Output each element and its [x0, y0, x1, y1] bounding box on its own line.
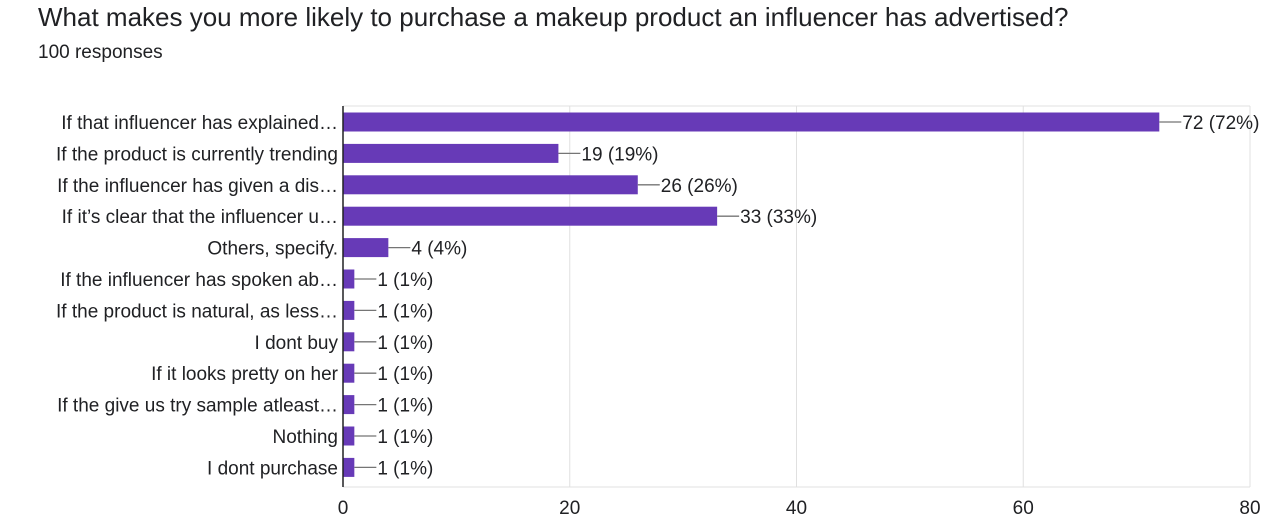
- data-label: 72 (72%): [1182, 113, 1259, 134]
- x-tick-label: 0: [338, 498, 349, 518]
- bar: [343, 300, 355, 320]
- data-label: 26 (26%): [661, 176, 738, 197]
- x-tick-label: 60: [1013, 498, 1034, 518]
- x-tick-label: 20: [559, 498, 580, 518]
- category-label: If it looks pretty on her: [151, 364, 339, 385]
- data-label: 1 (1%): [377, 364, 433, 385]
- bar: [343, 143, 559, 163]
- category-label: If the product is currently trending: [56, 144, 338, 165]
- bar: [343, 395, 355, 415]
- data-label: 1 (1%): [377, 333, 433, 354]
- bar: [343, 175, 638, 195]
- data-label: 19 (19%): [581, 144, 658, 165]
- x-tick-label: 80: [1239, 498, 1260, 518]
- category-label: I dont purchase: [207, 458, 338, 479]
- data-label: 1 (1%): [377, 301, 433, 322]
- response-count: 100 responses: [38, 42, 163, 63]
- category-label: Nothing: [273, 427, 339, 448]
- data-label: 1 (1%): [377, 458, 433, 479]
- category-label: Others, specify.: [207, 239, 338, 260]
- category-label: If the influencer has spoken ab…: [60, 270, 338, 291]
- bar: [343, 206, 718, 226]
- category-label: If the influencer has given a dis…: [57, 176, 338, 197]
- data-label: 1 (1%): [377, 396, 433, 417]
- bar: [343, 363, 355, 383]
- category-label: If that influencer has explained…: [61, 113, 338, 134]
- bar: [343, 457, 355, 477]
- bar: [343, 426, 355, 446]
- category-label: If the product is natural, as less…: [56, 301, 338, 322]
- data-label: 1 (1%): [377, 427, 433, 448]
- question-title: What makes you more likely to purchase a…: [38, 2, 1069, 32]
- x-tick-label: 40: [786, 498, 807, 518]
- bar: [343, 269, 355, 289]
- bar: [343, 332, 355, 352]
- bar: [343, 112, 1160, 132]
- bar: [343, 238, 389, 258]
- data-label: 1 (1%): [377, 270, 433, 291]
- category-label: If the give us try sample atleast…: [57, 396, 338, 417]
- category-label: I dont buy: [255, 333, 339, 354]
- data-label: 33 (33%): [740, 207, 817, 228]
- category-label: If it’s clear that the influencer u…: [62, 207, 338, 228]
- data-label: 4 (4%): [411, 239, 467, 260]
